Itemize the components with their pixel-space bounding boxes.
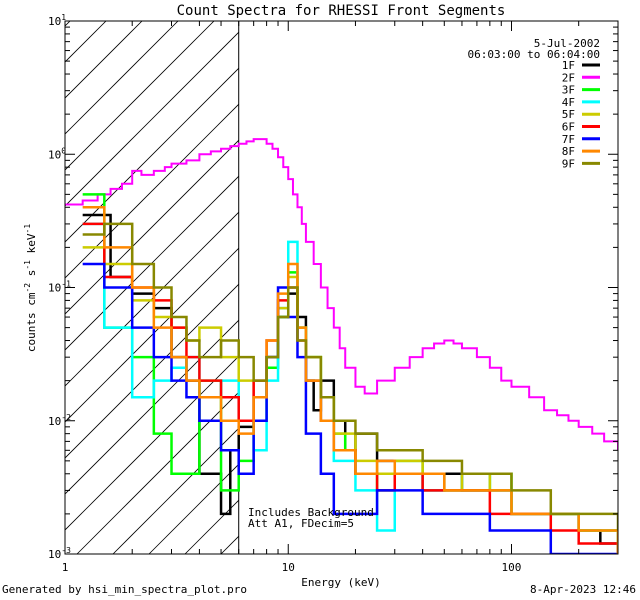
hatch-line: [65, 103, 239, 279]
hatch-line: [112, 427, 239, 554]
legend-label-4F: 4F: [562, 96, 575, 109]
legend-label-7F: 7F: [562, 133, 575, 146]
hatch-line: [65, 247, 239, 423]
series-line-9F: [82, 222, 618, 531]
series-line-1F: [82, 213, 618, 554]
series-group: [65, 138, 618, 554]
hatch-line: [257, 0, 640, 554]
ylabel-exp-3: -1: [23, 224, 32, 234]
hatch-line: [65, 21, 215, 171]
hatch-line: [65, 21, 179, 135]
attenuator-hatch-region: [0, 0, 640, 554]
hatch-line: [0, 0, 101, 554]
chart-title: Count Spectra for RHESSI Front Segments: [177, 3, 506, 19]
y-tick-labels: 10-3 10-2 10-1 100 101: [48, 13, 71, 561]
y-tick-label: 101: [48, 13, 66, 28]
hatch-line: [65, 21, 107, 63]
series-line-2F: [65, 138, 618, 451]
annotation-attenuator: Att A1, FDecim=5: [248, 517, 354, 530]
y-axis-label: counts cm-2 s-1 keV-1: [23, 224, 38, 352]
legend-label-8F: 8F: [562, 145, 575, 158]
hatch-line: [65, 355, 239, 531]
x-tick-label: 100: [502, 561, 522, 574]
ylabel-exp-1: -2: [23, 283, 32, 293]
legend-label-5F: 5F: [562, 108, 575, 121]
hatch-line: [65, 319, 239, 495]
y-tick-label: 10-2: [48, 413, 71, 428]
x-tick-label: 10: [282, 561, 295, 574]
axis-ticks: [64, 20, 619, 555]
hatch-line: [65, 31, 239, 207]
hatch-line: [65, 21, 143, 99]
time-range-label: 06:03:00 to 06:04:00: [468, 48, 600, 61]
hatch-line: [76, 391, 239, 554]
legend-label-6F: 6F: [562, 121, 575, 134]
legend-label-1F: 1F: [562, 59, 575, 72]
hatch-line: [65, 175, 239, 351]
y-tick-label: 10-1: [48, 280, 71, 295]
annotation-background: Includes Background: [248, 506, 374, 519]
x-tick-labels: 1 10 100: [62, 561, 522, 574]
ylabel-part-3: keV: [25, 233, 38, 260]
series-line-8F: [82, 206, 618, 554]
x-tick-label: 1: [62, 561, 69, 574]
footer-timestamp: 8-Apr-2023 12:46: [530, 583, 636, 596]
ylabel-part-1: counts cm: [25, 292, 38, 352]
legend-label-3F: 3F: [562, 84, 575, 97]
series-line-3F: [82, 193, 618, 554]
y-tick-label: 10-3: [48, 546, 71, 561]
hatch-line: [65, 139, 239, 315]
hatch-line: [65, 283, 239, 459]
hatch-line: [65, 211, 239, 387]
legend-label-9F: 9F: [562, 157, 575, 170]
ylabel-exp-2: -1: [23, 260, 32, 270]
x-axis-label: Energy (keV): [301, 576, 380, 589]
hatch-line: [220, 535, 239, 554]
ylabel-part-2: s: [25, 270, 38, 283]
date-label: 5-Jul-2002: [534, 37, 600, 50]
y-tick-label: 100: [48, 146, 66, 161]
footer-generated-by: Generated by hsi_min_spectra_plot.pro: [2, 583, 248, 596]
legend-label-2F: 2F: [562, 71, 575, 84]
hatch-line: [65, 67, 239, 243]
